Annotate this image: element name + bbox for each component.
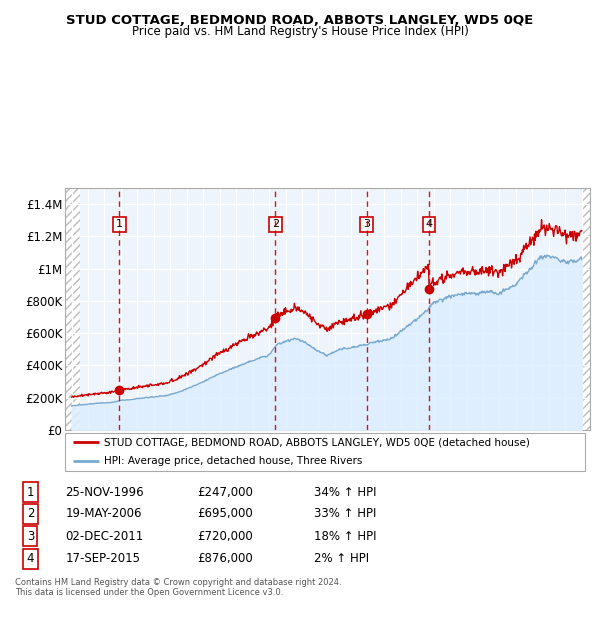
Text: STUD COTTAGE, BEDMOND ROAD, ABBOTS LANGLEY, WD5 0QE: STUD COTTAGE, BEDMOND ROAD, ABBOTS LANGL… [67, 14, 533, 27]
Text: HPI: Average price, detached house, Three Rivers: HPI: Average price, detached house, Thre… [104, 456, 363, 466]
Text: 25-NOV-1996: 25-NOV-1996 [65, 485, 144, 498]
Text: 4: 4 [27, 552, 34, 565]
Text: 17-SEP-2015: 17-SEP-2015 [65, 552, 140, 565]
Text: 33% ↑ HPI: 33% ↑ HPI [314, 507, 377, 520]
Text: 2: 2 [272, 219, 279, 229]
Text: 1: 1 [116, 219, 123, 229]
Text: Contains HM Land Registry data © Crown copyright and database right 2024.
This d: Contains HM Land Registry data © Crown c… [15, 578, 341, 598]
Text: 1: 1 [27, 485, 34, 498]
Text: £876,000: £876,000 [197, 552, 253, 565]
Text: 3: 3 [363, 219, 370, 229]
Text: £695,000: £695,000 [197, 507, 253, 520]
Text: Price paid vs. HM Land Registry's House Price Index (HPI): Price paid vs. HM Land Registry's House … [131, 25, 469, 38]
Text: £720,000: £720,000 [197, 529, 253, 542]
Text: £247,000: £247,000 [197, 485, 253, 498]
Text: 34% ↑ HPI: 34% ↑ HPI [314, 485, 377, 498]
Text: 4: 4 [425, 219, 433, 229]
FancyBboxPatch shape [65, 433, 585, 471]
Text: 3: 3 [27, 529, 34, 542]
Text: 2: 2 [27, 507, 34, 520]
Text: STUD COTTAGE, BEDMOND ROAD, ABBOTS LANGLEY, WD5 0QE (detached house): STUD COTTAGE, BEDMOND ROAD, ABBOTS LANGL… [104, 437, 530, 448]
Text: 02-DEC-2011: 02-DEC-2011 [65, 529, 144, 542]
Text: 2% ↑ HPI: 2% ↑ HPI [314, 552, 370, 565]
Text: 18% ↑ HPI: 18% ↑ HPI [314, 529, 377, 542]
Text: 19-MAY-2006: 19-MAY-2006 [65, 507, 142, 520]
